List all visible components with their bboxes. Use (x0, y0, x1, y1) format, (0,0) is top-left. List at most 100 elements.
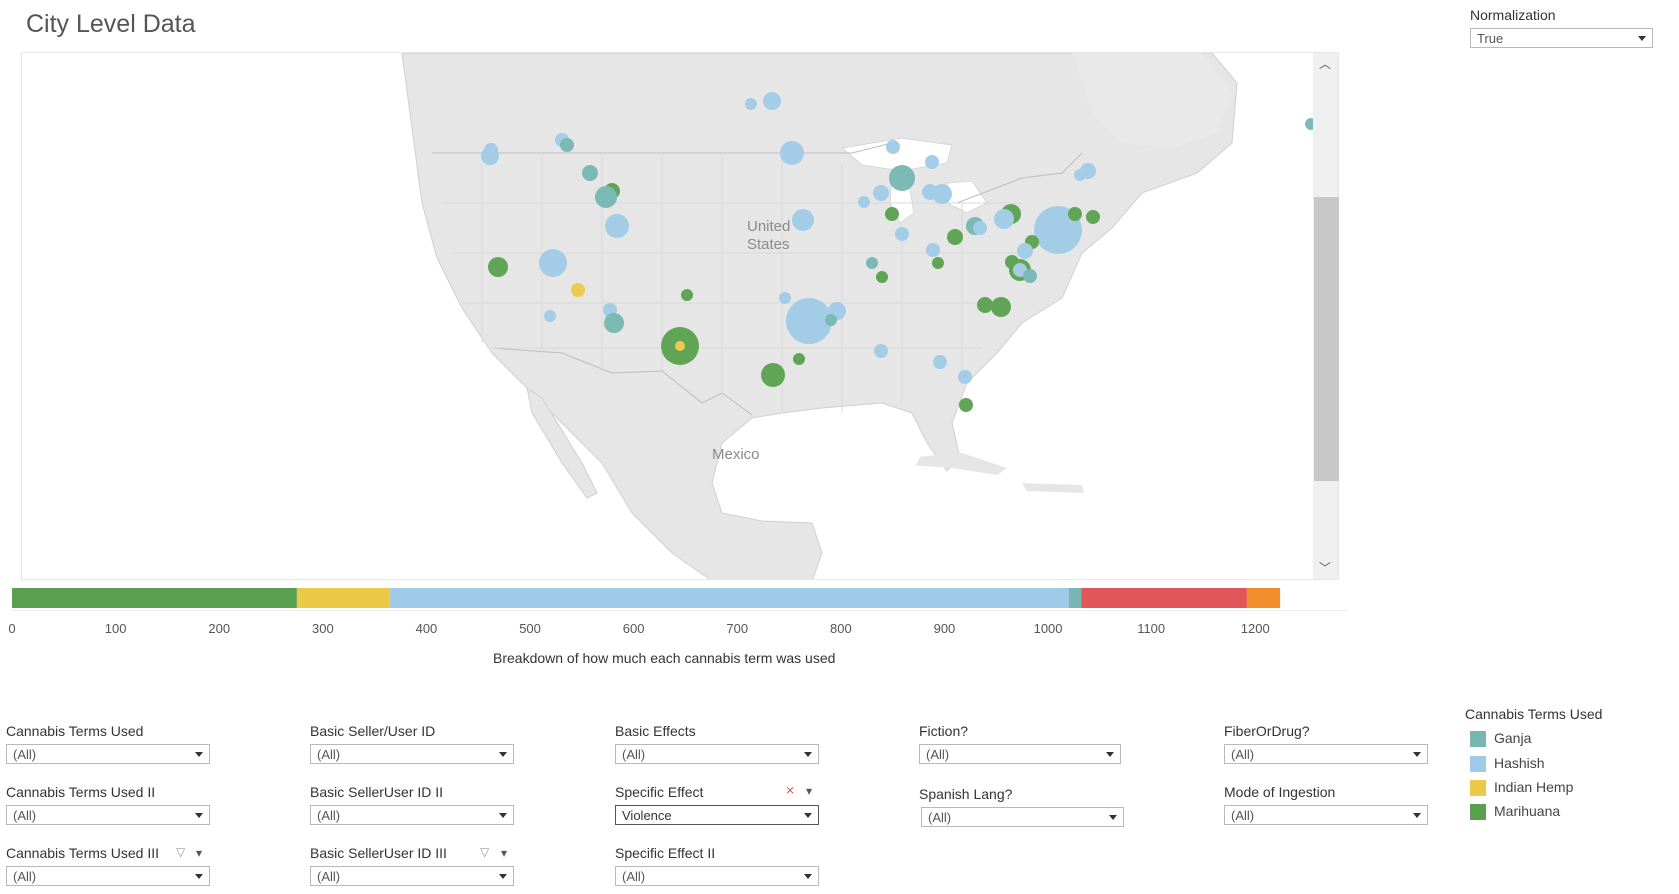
city-bubble (895, 227, 909, 241)
legend-swatch (1470, 804, 1486, 821)
scroll-up-icon[interactable]: ︿ (1319, 57, 1332, 71)
legend-label: Marihuana (1494, 803, 1561, 819)
filter-value: (All) (13, 808, 37, 823)
city-bubbles (481, 92, 1317, 412)
legend-item-indian-hemp[interactable]: Indian Hemp (1470, 779, 1573, 797)
city-bubble (947, 229, 963, 245)
filter-value: (All) (317, 808, 341, 823)
bar-segment[interactable] (1081, 588, 1247, 608)
breakdown-bar-svg (12, 588, 1281, 608)
normalization-dropdown[interactable]: True (1470, 28, 1653, 48)
filter-cannabis-terms-iii[interactable]: (All) (6, 866, 210, 886)
filter-cannabis-terms-ii[interactable]: (All) (6, 805, 210, 825)
legend-swatch (1470, 756, 1486, 773)
city-bubble (484, 143, 498, 157)
legend-title: Cannabis Terms Used (1465, 706, 1603, 722)
filter-basic-effects[interactable]: (All) (615, 744, 819, 764)
legend-swatch (1470, 780, 1486, 797)
city-bubble (745, 98, 757, 110)
great-lakes (840, 137, 953, 172)
bar-segment[interactable] (390, 588, 1069, 608)
label-mexico: Mexico (712, 446, 760, 463)
clear-filter-icon[interactable]: ⨯ (785, 783, 796, 797)
city-bubble (932, 184, 952, 204)
city-bubble (959, 398, 973, 412)
filter-mode-of-ingestion[interactable]: (All) (1224, 805, 1428, 825)
chevron-down-icon (1106, 752, 1114, 757)
menu-arrow-icon[interactable]: ▾ (501, 846, 508, 860)
breakdown-bar (12, 588, 1282, 608)
filter-label-basic-effects: Basic Effects (615, 723, 696, 739)
chevron-down-icon (1638, 36, 1646, 41)
city-bubble (991, 297, 1011, 317)
axis-tick-label: 1100 (1137, 621, 1166, 636)
axis-tick-label: 700 (726, 621, 749, 636)
filter-specific-effect[interactable]: Violence (615, 805, 819, 825)
bar-segment[interactable] (1246, 588, 1281, 608)
filter-icon[interactable]: ▽ (176, 845, 186, 859)
axis-tick-label: 500 (519, 621, 541, 636)
city-bubble (932, 257, 944, 269)
city-bubble (873, 185, 889, 201)
filter-fiber-or-drug[interactable]: (All) (1224, 744, 1428, 764)
city-bubble (958, 370, 972, 384)
chevron-down-icon (195, 874, 203, 879)
filter-basic-seller-id-iii[interactable]: (All) (310, 866, 514, 886)
filter-value: (All) (622, 869, 646, 884)
axis-tick-label: 200 (208, 621, 231, 636)
bar-segment[interactable] (1068, 588, 1082, 608)
filter-cannabis-terms[interactable]: (All) (6, 744, 210, 764)
normalization-value: True (1477, 31, 1504, 46)
bar-segment[interactable] (12, 588, 297, 608)
city-bubble (858, 196, 870, 208)
axis-tick-label: 600 (622, 621, 645, 636)
filter-basic-seller-id-ii[interactable]: (All) (310, 805, 514, 825)
legend-item-hashish[interactable]: Hashish (1470, 755, 1545, 773)
filter-basic-seller-id[interactable]: (All) (310, 744, 514, 764)
city-bubble (825, 314, 837, 326)
map-svg: United States Mexico (22, 53, 1338, 579)
city-bubble (560, 138, 574, 152)
filter-label-cannabis-terms: Cannabis Terms Used (6, 723, 144, 739)
chevron-down-icon (1413, 752, 1421, 757)
city-bubble (1023, 269, 1037, 283)
chevron-down-icon (804, 813, 812, 818)
city-bubble (874, 344, 888, 358)
filter-value: (All) (317, 747, 341, 762)
menu-arrow-icon[interactable]: ▾ (196, 846, 203, 860)
chevron-down-icon (804, 752, 812, 757)
menu-arrow-icon[interactable]: ▾ (806, 784, 813, 798)
city-bubble (571, 283, 585, 297)
filter-icon[interactable]: ▽ (480, 845, 490, 859)
scroll-thumb[interactable] (1314, 197, 1339, 481)
city-bubble (1017, 243, 1033, 259)
axis-tick-label: 0 (8, 621, 16, 636)
city-bubble (539, 249, 567, 277)
city-bubble (780, 141, 804, 165)
filter-specific-effect-ii[interactable]: (All) (615, 866, 819, 886)
city-bubble (885, 207, 899, 221)
city-bubble (973, 221, 987, 235)
filter-label-spanish-lang: Spanish Lang? (919, 786, 1013, 802)
city-bubble (1068, 207, 1082, 221)
map-view[interactable]: United States Mexico (21, 52, 1339, 580)
axis-tick-label: 300 (312, 621, 334, 636)
city-bubble (994, 209, 1014, 229)
city-bubble (876, 271, 888, 283)
legend-item-ganja[interactable]: Ganja (1470, 730, 1531, 748)
map-scrollbar[interactable]: ︿ ﹀ (1313, 53, 1339, 579)
filter-spanish-lang[interactable]: (All) (921, 807, 1124, 827)
city-bubble (786, 298, 832, 344)
city-bubble (793, 353, 805, 365)
bar-segment[interactable] (296, 588, 391, 608)
filter-fiction[interactable]: (All) (919, 744, 1121, 764)
axis-tick-label: 900 (933, 621, 956, 636)
city-bubble (1074, 169, 1086, 181)
filter-label-specific-effect-ii: Specific Effect II (615, 845, 716, 861)
city-bubble (933, 355, 947, 369)
legend-label: Indian Hemp (1494, 779, 1574, 795)
city-bubble (605, 214, 629, 238)
scroll-down-icon[interactable]: ﹀ (1319, 561, 1332, 575)
filter-label-cannabis-terms-iii: Cannabis Terms Used III (6, 845, 160, 861)
legend-item-marihuana[interactable]: Marihuana (1470, 803, 1560, 821)
